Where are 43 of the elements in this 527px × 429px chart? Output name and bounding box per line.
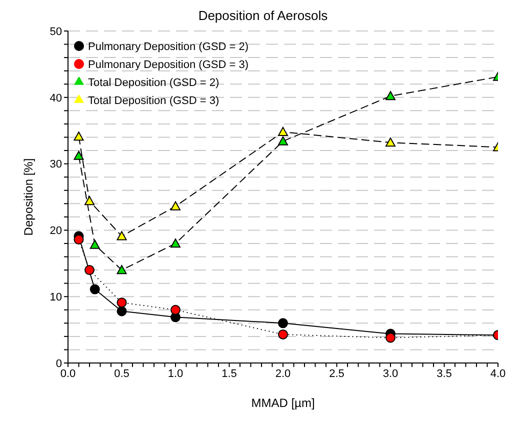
x-tick-label: 2.5 <box>329 368 344 380</box>
point <box>90 284 100 294</box>
x-tick-label: 1.5 <box>222 368 237 380</box>
y-tick-label: 30 <box>50 158 62 171</box>
point <box>170 238 180 248</box>
point <box>116 298 127 308</box>
legend-label: Pulmonary Deposition (GSD = 3) <box>88 59 248 71</box>
x-tick-label: 3.0 <box>382 368 398 380</box>
point <box>90 240 100 249</box>
point <box>278 136 288 146</box>
point <box>116 265 127 274</box>
y-tick-label: 20 <box>50 225 62 238</box>
point <box>386 332 396 343</box>
point <box>386 138 396 147</box>
point <box>116 231 127 240</box>
point <box>116 306 127 316</box>
x-tick-label: 3.5 <box>436 368 452 380</box>
legend-label: Pulmonary Deposition (GSD = 2) <box>88 41 248 53</box>
x-axis-title: MMAD [µm] <box>251 396 315 410</box>
x-tick-label: 2.0 <box>275 368 291 380</box>
y-tick-label: 50 <box>50 26 62 38</box>
point <box>84 265 94 276</box>
y-tick-label: 40 <box>50 92 62 104</box>
point <box>84 196 94 206</box>
point <box>278 318 288 328</box>
point <box>386 91 396 100</box>
x-tick-label: 0.5 <box>114 368 130 380</box>
point <box>278 126 288 136</box>
y-tick-label: 0 <box>56 358 62 370</box>
y-tick-label: 10 <box>50 292 62 304</box>
x-tick-label: 0.0 <box>60 368 76 380</box>
point <box>74 132 84 141</box>
point <box>74 150 84 160</box>
legend-label: Total Deposition (GSD = 2) <box>88 77 220 89</box>
point <box>278 329 288 340</box>
x-tick-label: 4.0 <box>490 368 506 380</box>
y-axis-title: Deposition [%] <box>21 158 36 236</box>
x-tick-label: 1.0 <box>168 368 184 380</box>
point <box>170 304 180 315</box>
legend-label: Total Deposition (GSD = 3) <box>88 95 220 107</box>
point <box>74 234 84 244</box>
chart-title: Deposition of Aerosols <box>197 8 329 23</box>
point <box>170 201 180 210</box>
